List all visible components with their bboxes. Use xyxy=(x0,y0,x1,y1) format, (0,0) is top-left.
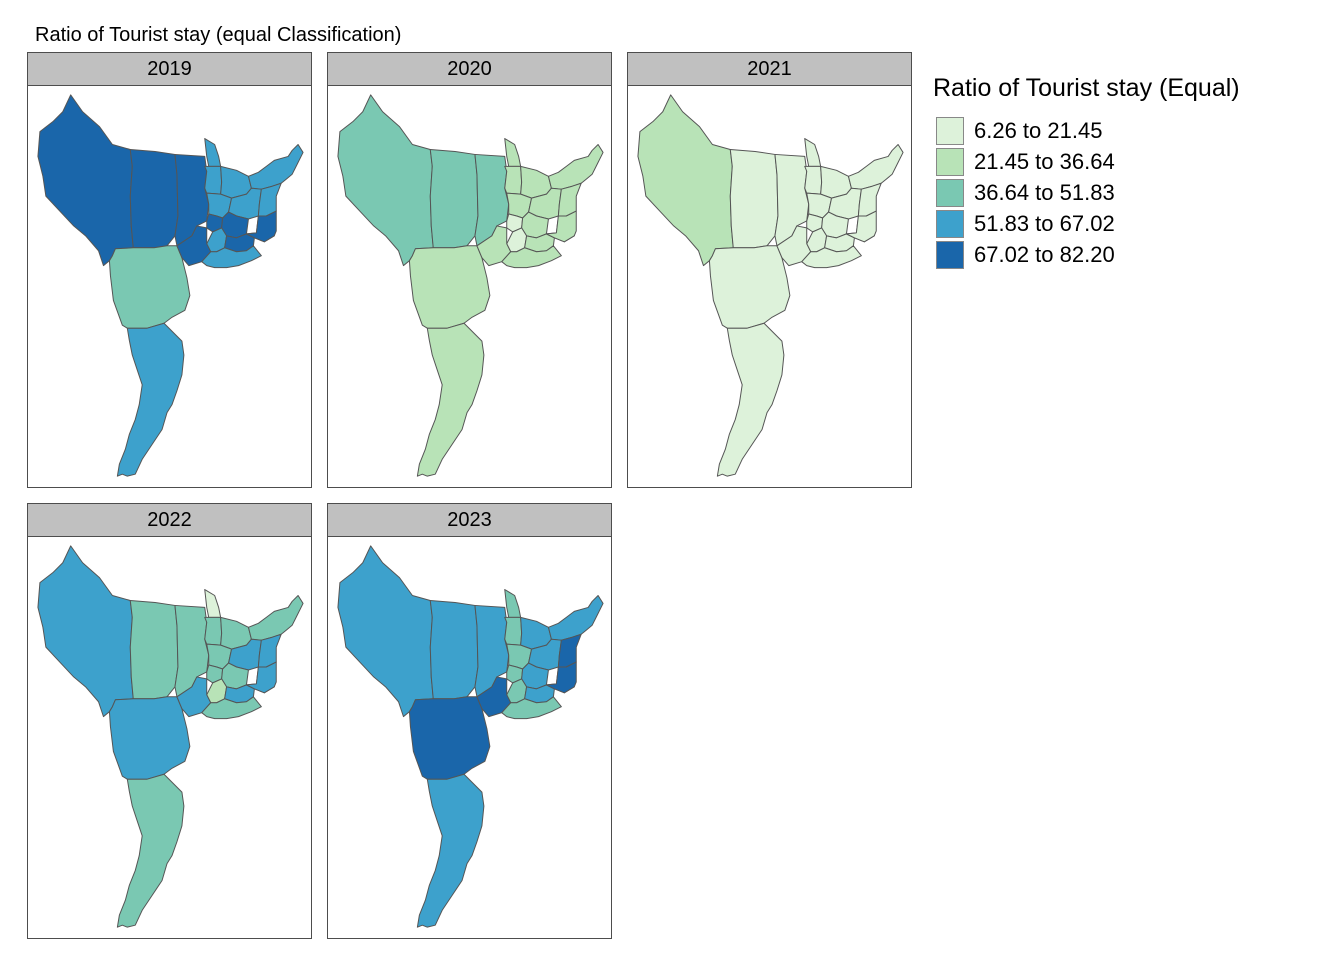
region-19 xyxy=(801,245,862,269)
panel-year-label: 2023 xyxy=(447,508,492,531)
region-2 xyxy=(429,148,479,249)
region-19 xyxy=(501,696,562,720)
region-7 xyxy=(847,144,904,190)
region-7 xyxy=(247,144,304,190)
map-svg xyxy=(637,94,904,477)
region-19 xyxy=(201,696,262,720)
region-1 xyxy=(337,94,434,267)
panel-year-label: 2022 xyxy=(147,508,192,531)
region-18 xyxy=(176,676,212,718)
region-18 xyxy=(476,225,512,267)
region-2 xyxy=(129,148,179,249)
region-17 xyxy=(108,245,191,329)
region-18 xyxy=(776,225,812,267)
region-1 xyxy=(337,545,434,718)
region-2 xyxy=(729,148,779,249)
map-area xyxy=(27,86,312,488)
region-7 xyxy=(247,595,304,641)
region-18 xyxy=(476,676,512,718)
legend-label: 6.26 to 21.45 xyxy=(974,117,1103,143)
region-1 xyxy=(37,94,134,267)
region-4 xyxy=(804,138,822,167)
region-5 xyxy=(204,165,223,195)
legend: Ratio of Tourist stay (Equal) 6.26 to 21… xyxy=(933,74,1240,270)
region-16 xyxy=(245,210,277,243)
legend-swatch xyxy=(936,209,964,238)
region-1 xyxy=(37,545,134,718)
legend-item: 67.02 to 82.20 xyxy=(933,239,1240,270)
region-5 xyxy=(204,616,223,646)
map-panel-2022: 2022 xyxy=(27,503,312,939)
region-17 xyxy=(708,245,791,329)
region-18 xyxy=(176,225,212,267)
map-panel-2019: 2019 xyxy=(27,52,312,488)
legend-swatch xyxy=(936,240,964,269)
map-svg xyxy=(337,94,604,477)
region-17 xyxy=(408,696,491,780)
legend-item: 36.64 to 51.83 xyxy=(933,177,1240,208)
region-20 xyxy=(416,773,485,928)
region-20 xyxy=(116,773,185,928)
panel-strip: 2020 xyxy=(327,52,612,86)
map-area xyxy=(327,86,612,488)
panel-strip: 2023 xyxy=(327,503,612,537)
legend-item: 6.26 to 21.45 xyxy=(933,115,1240,146)
region-20 xyxy=(716,322,785,477)
region-1 xyxy=(637,94,734,267)
legend-label: 21.45 to 36.64 xyxy=(974,148,1115,174)
map-area xyxy=(27,537,312,939)
map-svg xyxy=(337,545,604,928)
map-panel-2020: 2020 xyxy=(327,52,612,488)
legend-swatch xyxy=(936,178,964,207)
panel-year-label: 2020 xyxy=(447,57,492,80)
region-4 xyxy=(504,589,522,618)
region-7 xyxy=(547,144,604,190)
legend-item: 21.45 to 36.64 xyxy=(933,146,1240,177)
map-panel-2023: 2023 xyxy=(327,503,612,939)
legend-title: Ratio of Tourist stay (Equal) xyxy=(933,74,1240,102)
region-5 xyxy=(804,165,823,195)
legend-item: 51.83 to 67.02 xyxy=(933,208,1240,239)
panel-strip: 2019 xyxy=(27,52,312,86)
region-4 xyxy=(204,138,222,167)
region-4 xyxy=(204,589,222,618)
legend-label: 67.02 to 82.20 xyxy=(974,241,1115,267)
region-7 xyxy=(547,595,604,641)
region-5 xyxy=(504,616,523,646)
region-20 xyxy=(116,322,185,477)
region-2 xyxy=(129,599,179,700)
panel-year-label: 2019 xyxy=(147,57,192,80)
map-svg xyxy=(37,94,304,477)
map-area xyxy=(627,86,912,488)
region-17 xyxy=(108,696,191,780)
region-4 xyxy=(504,138,522,167)
panel-strip: 2021 xyxy=(627,52,912,86)
panel-year-label: 2021 xyxy=(747,57,792,80)
region-16 xyxy=(545,210,577,243)
map-area xyxy=(327,537,612,939)
region-19 xyxy=(501,245,562,269)
region-16 xyxy=(845,210,877,243)
region-20 xyxy=(416,322,485,477)
legend-swatch xyxy=(936,116,964,145)
region-16 xyxy=(545,661,577,694)
region-2 xyxy=(429,599,479,700)
panel-strip: 2022 xyxy=(27,503,312,537)
map-svg xyxy=(37,545,304,928)
region-17 xyxy=(408,245,491,329)
map-panel-2021: 2021 xyxy=(627,52,912,488)
legend-label: 36.64 to 51.83 xyxy=(974,179,1115,205)
region-5 xyxy=(504,165,523,195)
chart-title: Ratio of Tourist stay (equal Classificat… xyxy=(35,24,402,46)
legend-swatch xyxy=(936,147,964,176)
legend-label: 51.83 to 67.02 xyxy=(974,210,1115,236)
region-16 xyxy=(245,661,277,694)
region-19 xyxy=(201,245,262,269)
